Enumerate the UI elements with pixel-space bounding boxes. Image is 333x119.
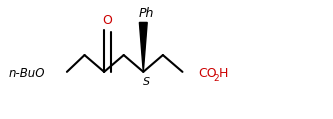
Text: S: S xyxy=(143,77,150,87)
Text: O: O xyxy=(102,14,112,27)
Text: CO: CO xyxy=(198,67,217,80)
Text: Ph: Ph xyxy=(139,7,154,20)
Text: n-BuO: n-BuO xyxy=(9,67,45,80)
Text: 2: 2 xyxy=(214,74,219,83)
Text: H: H xyxy=(219,67,228,80)
Polygon shape xyxy=(140,22,147,72)
